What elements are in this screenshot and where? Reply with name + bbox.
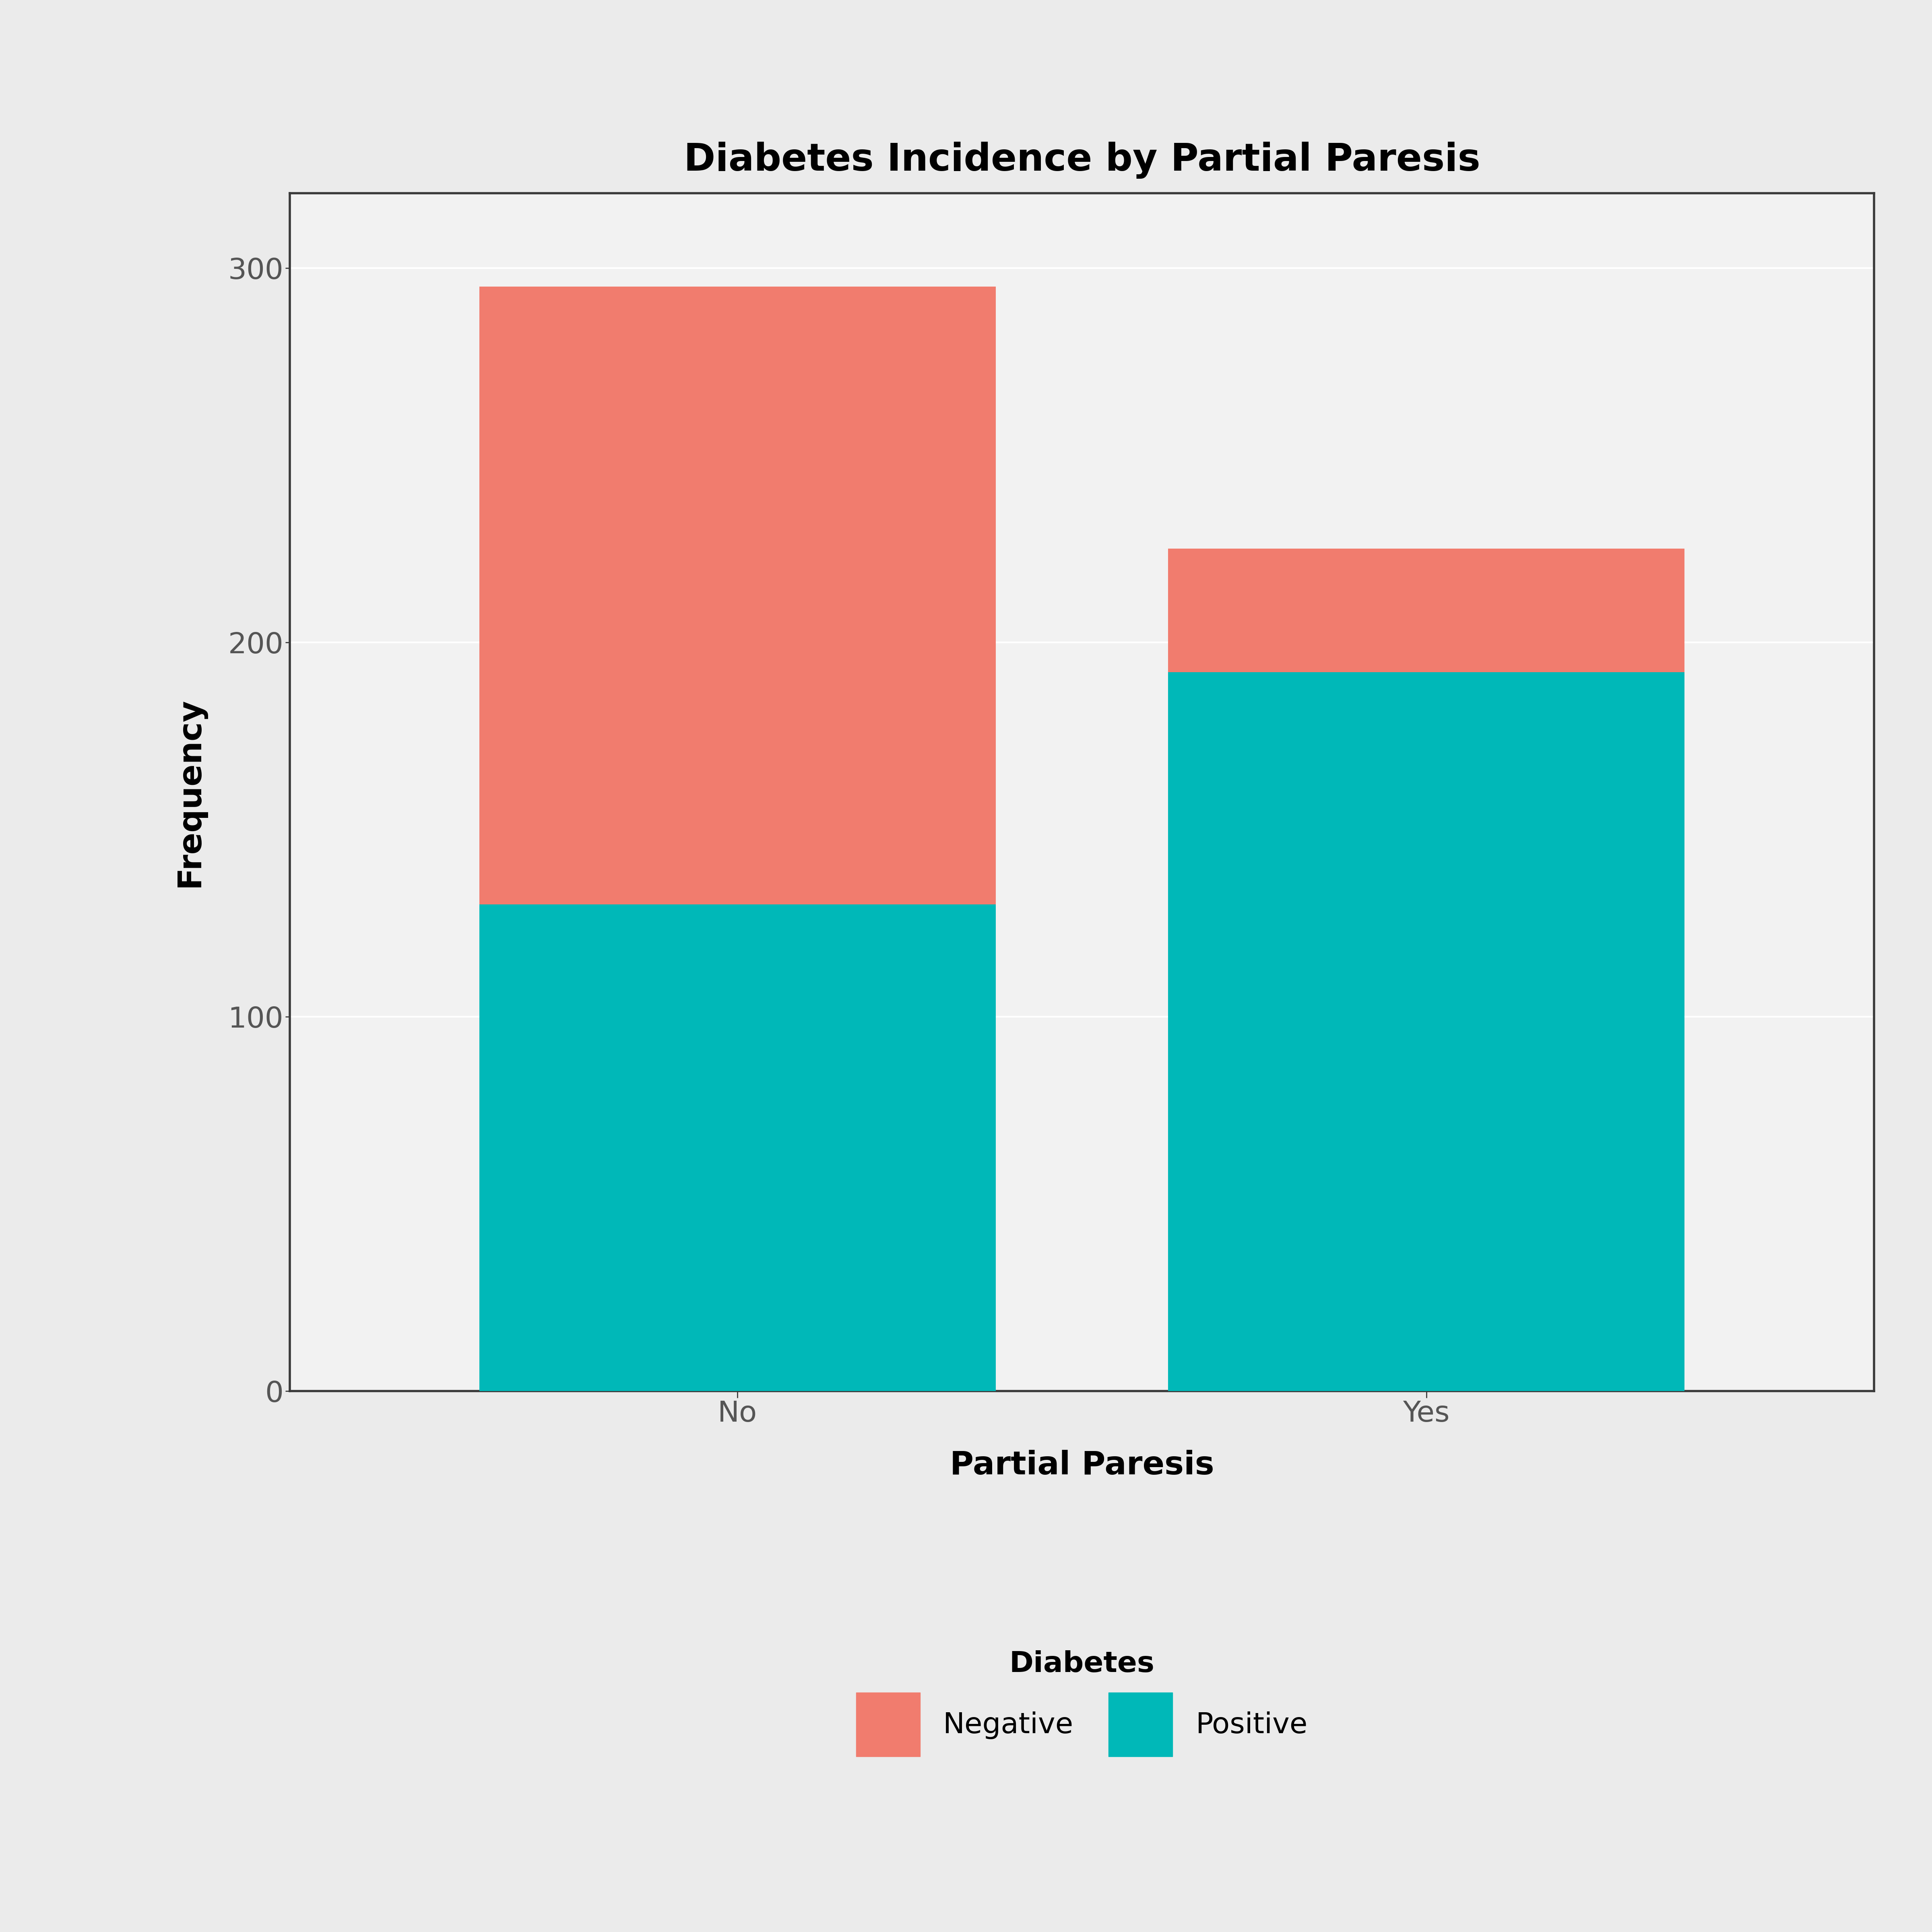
- Bar: [1169, 672, 1685, 1391]
- Y-axis label: Frequency: Frequency: [174, 697, 205, 887]
- Title: Diabetes Incidence by Partial Paresis: Diabetes Incidence by Partial Paresis: [684, 141, 1480, 180]
- X-axis label: Partial Paresis: Partial Paresis: [951, 1449, 1213, 1482]
- Bar: [1169, 549, 1685, 672]
- Bar: [479, 286, 995, 904]
- Legend: Negative, Positive: Negative, Positive: [827, 1621, 1337, 1785]
- Bar: [479, 904, 995, 1391]
